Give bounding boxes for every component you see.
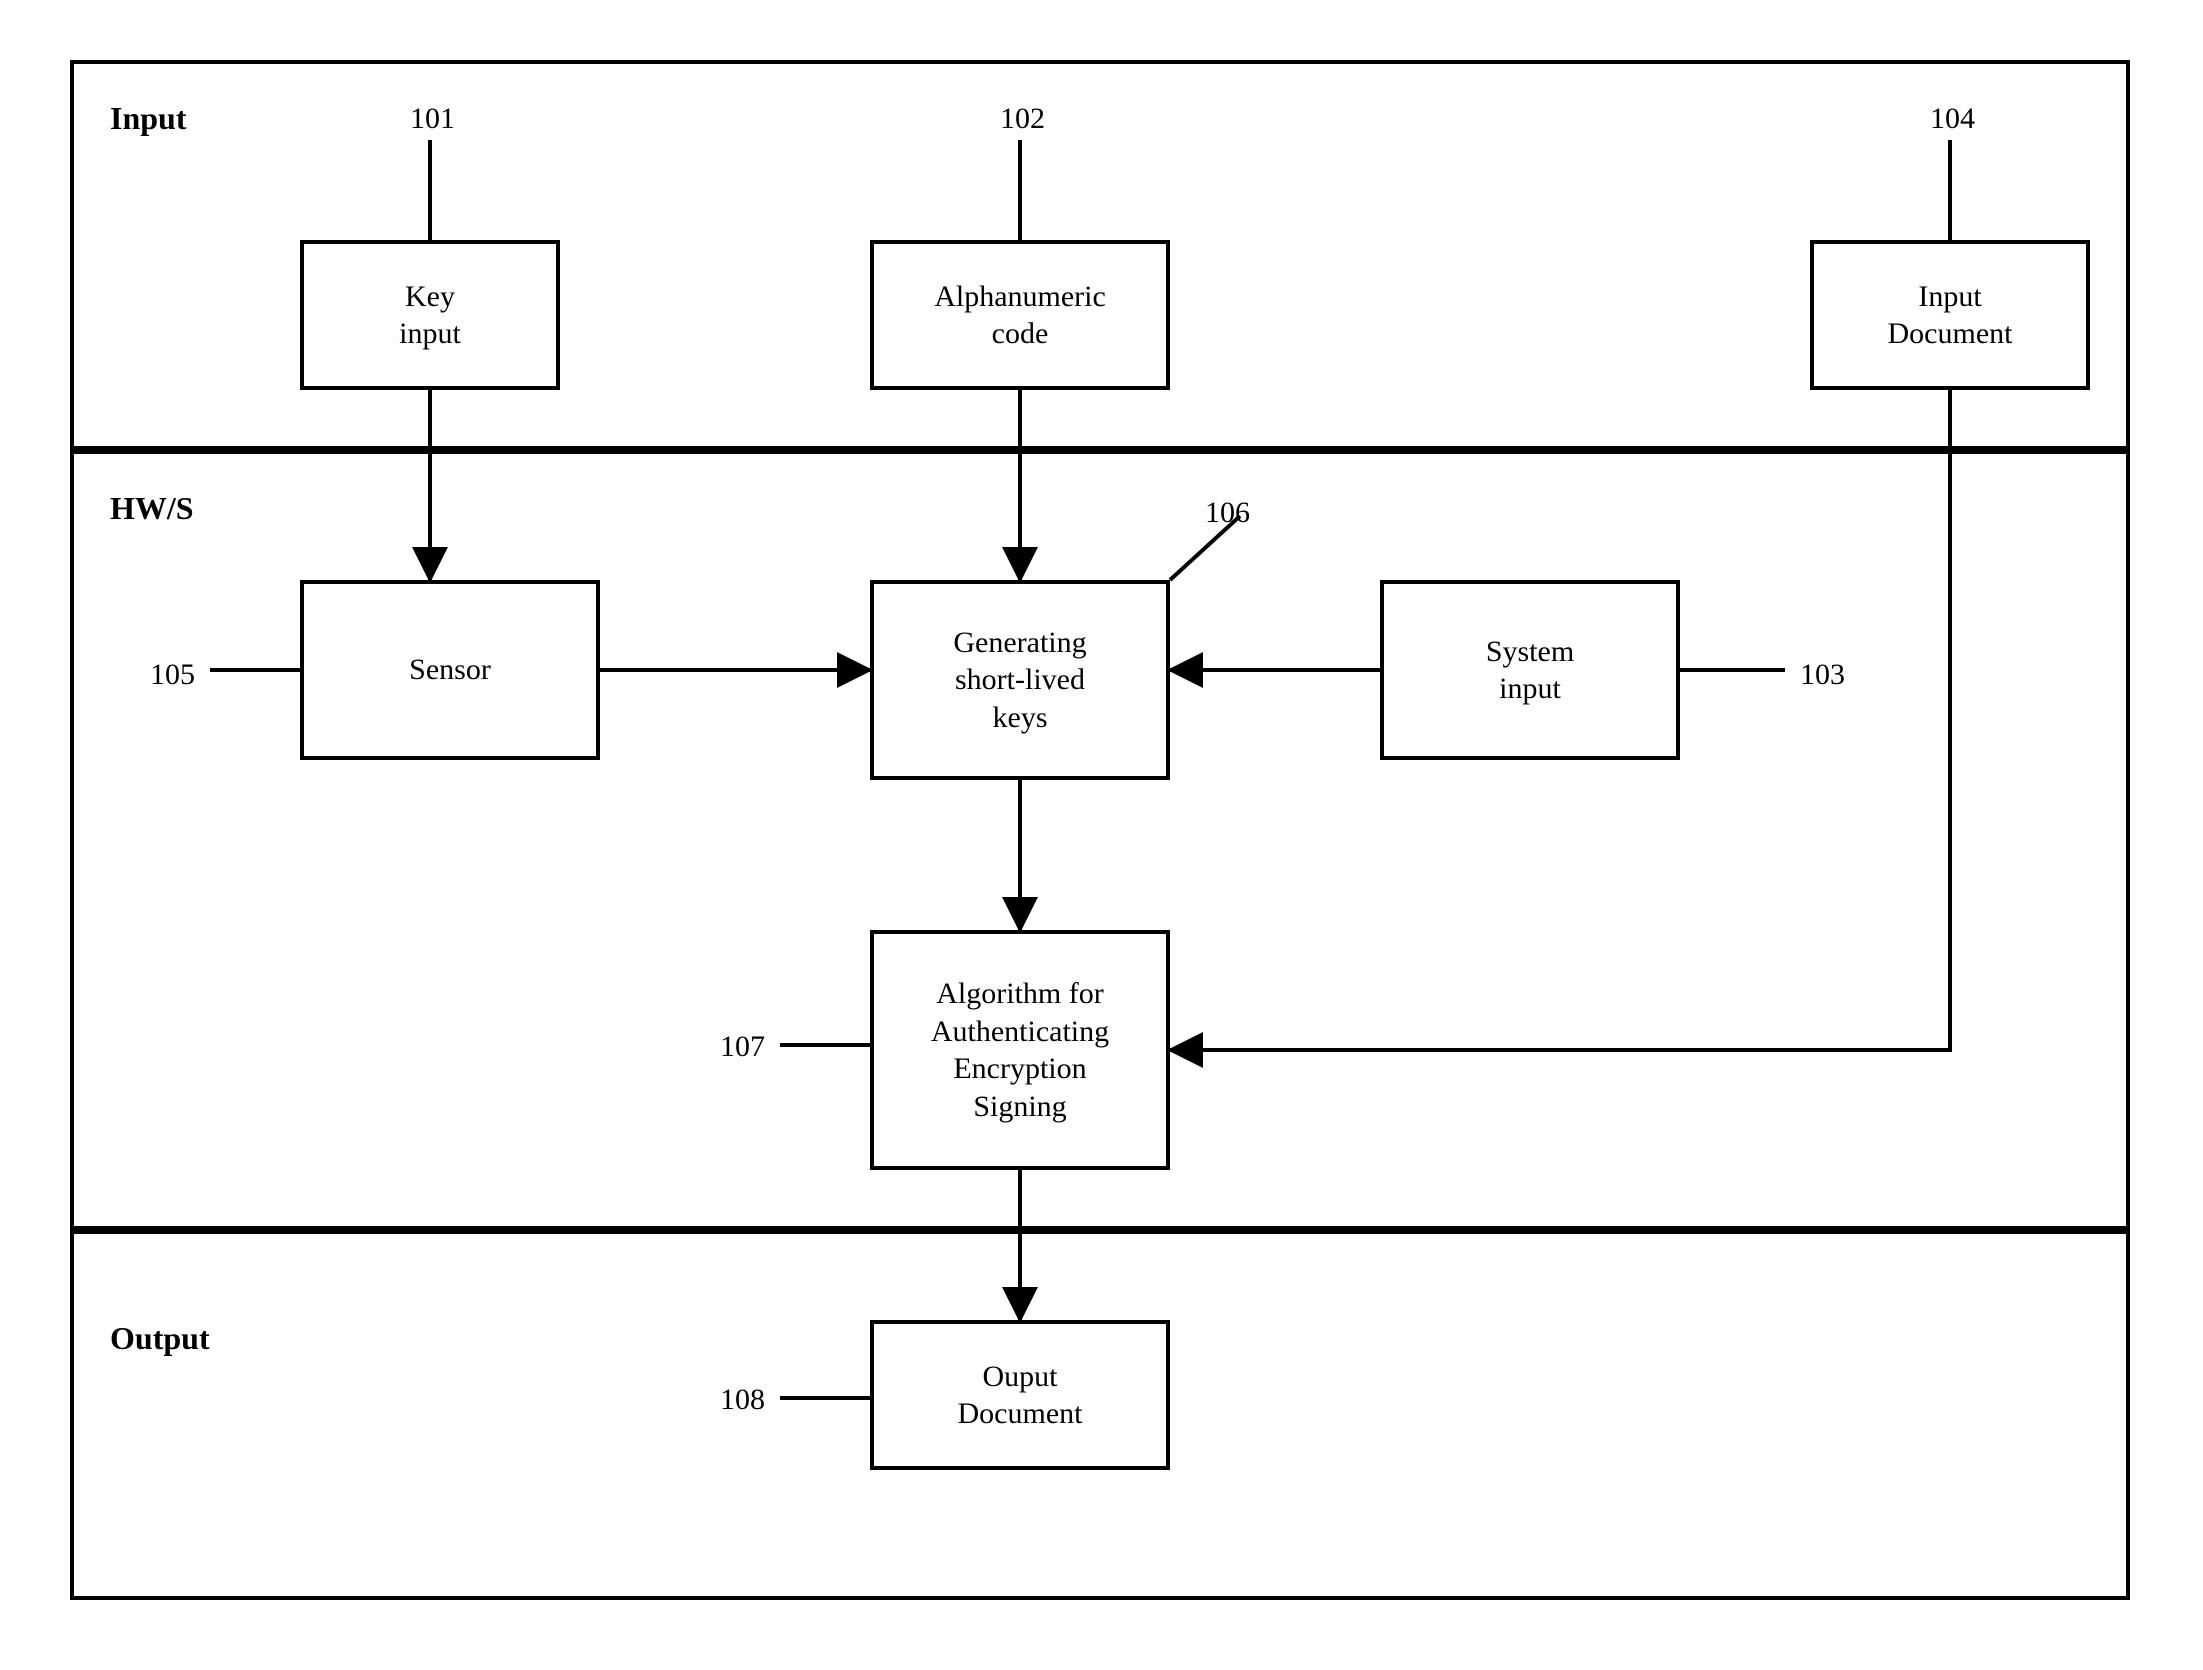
ref-103: 103 xyxy=(1800,658,1845,692)
node-key-input: Keyinput xyxy=(300,240,560,390)
node-algorithm-label: Algorithm forAuthenticatingEncryptionSig… xyxy=(931,975,1109,1125)
ref-104: 104 xyxy=(1930,102,1975,136)
section-input-label: Input xyxy=(110,100,187,137)
node-sys-input-label: Systeminput xyxy=(1486,633,1574,708)
node-input-doc: InputDocument xyxy=(1810,240,2090,390)
node-sensor: Sensor xyxy=(300,580,600,760)
ref-107: 107 xyxy=(720,1030,765,1064)
diagram-canvas: Input HW/S Output Keyinput Alphanumericc… xyxy=(40,40,2163,1630)
node-alpha-code-label: Alphanumericcode xyxy=(934,278,1106,353)
ref-101: 101 xyxy=(410,102,455,136)
ref-106: 106 xyxy=(1205,496,1250,530)
section-hws-label: HW/S xyxy=(110,490,194,527)
ref-108: 108 xyxy=(720,1383,765,1417)
ref-105: 105 xyxy=(150,658,195,692)
node-algorithm: Algorithm forAuthenticatingEncryptionSig… xyxy=(870,930,1170,1170)
node-alpha-code: Alphanumericcode xyxy=(870,240,1170,390)
node-output-doc-label: OuputDocument xyxy=(958,1358,1083,1433)
ref-102: 102 xyxy=(1000,102,1045,136)
node-gen-keys: Generatingshort-livedkeys xyxy=(870,580,1170,780)
node-output-doc: OuputDocument xyxy=(870,1320,1170,1470)
node-gen-keys-label: Generatingshort-livedkeys xyxy=(953,624,1086,737)
node-sensor-label: Sensor xyxy=(409,651,491,689)
section-output-label: Output xyxy=(110,1320,210,1357)
node-input-doc-label: InputDocument xyxy=(1888,278,2013,353)
node-sys-input: Systeminput xyxy=(1380,580,1680,760)
node-key-input-label: Keyinput xyxy=(399,278,461,353)
